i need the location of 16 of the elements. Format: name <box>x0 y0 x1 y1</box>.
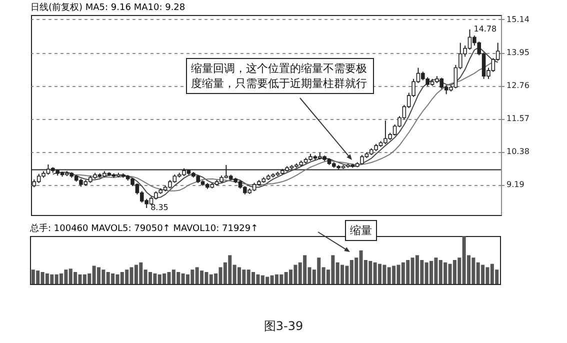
annotation: 缩量 <box>345 220 377 241</box>
line-series <box>52 46 498 198</box>
annotation: 8.35 <box>150 203 168 212</box>
y-tick-label: 10.38 <box>506 147 530 156</box>
y-tick-label: 13.95 <box>506 48 530 57</box>
y-tick-label: 9.19 <box>506 180 524 190</box>
bar <box>378 264 382 284</box>
chart-title: 总手: 100460 MAVOL5: 79050↑ MAVOL10: 71929↑ <box>29 223 258 234</box>
y-tick-label: 12.76 <box>506 81 530 90</box>
y-tick-label: 11.57 <box>506 114 530 124</box>
bar <box>148 272 152 284</box>
y-tick-label: 15.14 <box>506 14 530 24</box>
caption: 图3-39 <box>262 318 304 335</box>
chart-title: 日线(前复权) MA5: 9.16 MA10: 9.28 <box>30 2 186 13</box>
annotation: 缩量回调，这个位置的缩量不需要极度缩量，只需要低于近期量柱群就行 <box>186 58 374 94</box>
annotation: 14.78 <box>474 24 497 34</box>
